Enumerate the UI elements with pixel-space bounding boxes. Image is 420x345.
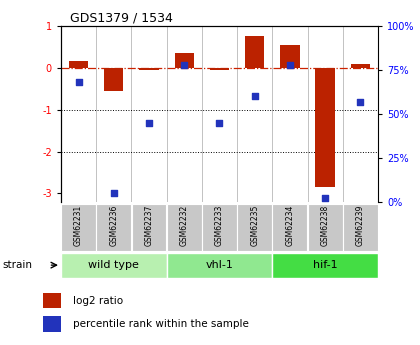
Bar <box>104 68 123 91</box>
Text: GSM62235: GSM62235 <box>250 205 259 246</box>
Text: wild type: wild type <box>88 260 139 270</box>
Point <box>322 196 328 201</box>
Text: GSM62233: GSM62233 <box>215 205 224 246</box>
Point <box>251 93 258 99</box>
Point <box>110 190 117 196</box>
Bar <box>69 61 88 68</box>
Bar <box>343 204 378 252</box>
Text: GSM62232: GSM62232 <box>180 205 189 246</box>
Text: GSM62236: GSM62236 <box>109 205 118 246</box>
Point <box>357 99 364 104</box>
Text: GSM62234: GSM62234 <box>286 205 294 246</box>
Bar <box>245 36 264 68</box>
Text: GSM62237: GSM62237 <box>144 205 153 246</box>
Bar <box>272 253 378 278</box>
Bar <box>237 204 272 252</box>
Text: hif-1: hif-1 <box>313 260 337 270</box>
Text: GSM62231: GSM62231 <box>74 205 83 246</box>
Text: GSM62239: GSM62239 <box>356 205 365 246</box>
Text: log2 ratio: log2 ratio <box>73 296 123 306</box>
Bar <box>43 293 61 308</box>
Bar <box>167 204 202 252</box>
Text: percentile rank within the sample: percentile rank within the sample <box>73 319 249 329</box>
Text: strain: strain <box>2 260 32 270</box>
Bar <box>167 253 272 278</box>
Point <box>216 120 223 126</box>
Bar <box>43 316 61 332</box>
Point <box>286 62 293 67</box>
Bar <box>61 253 167 278</box>
Bar <box>96 204 131 252</box>
Point <box>75 79 82 85</box>
Bar <box>175 53 194 68</box>
Bar <box>131 204 166 252</box>
Bar <box>351 63 370 68</box>
Bar <box>202 204 237 252</box>
Bar <box>308 204 343 252</box>
Point <box>181 62 188 67</box>
Bar <box>210 68 229 70</box>
Bar <box>61 204 96 252</box>
Point <box>146 120 152 126</box>
Bar <box>273 204 307 252</box>
Text: vhl-1: vhl-1 <box>205 260 234 270</box>
Text: GDS1379 / 1534: GDS1379 / 1534 <box>71 12 173 25</box>
Text: GSM62238: GSM62238 <box>320 205 330 246</box>
Bar <box>280 45 299 68</box>
Bar <box>315 68 335 187</box>
Bar <box>139 68 159 70</box>
